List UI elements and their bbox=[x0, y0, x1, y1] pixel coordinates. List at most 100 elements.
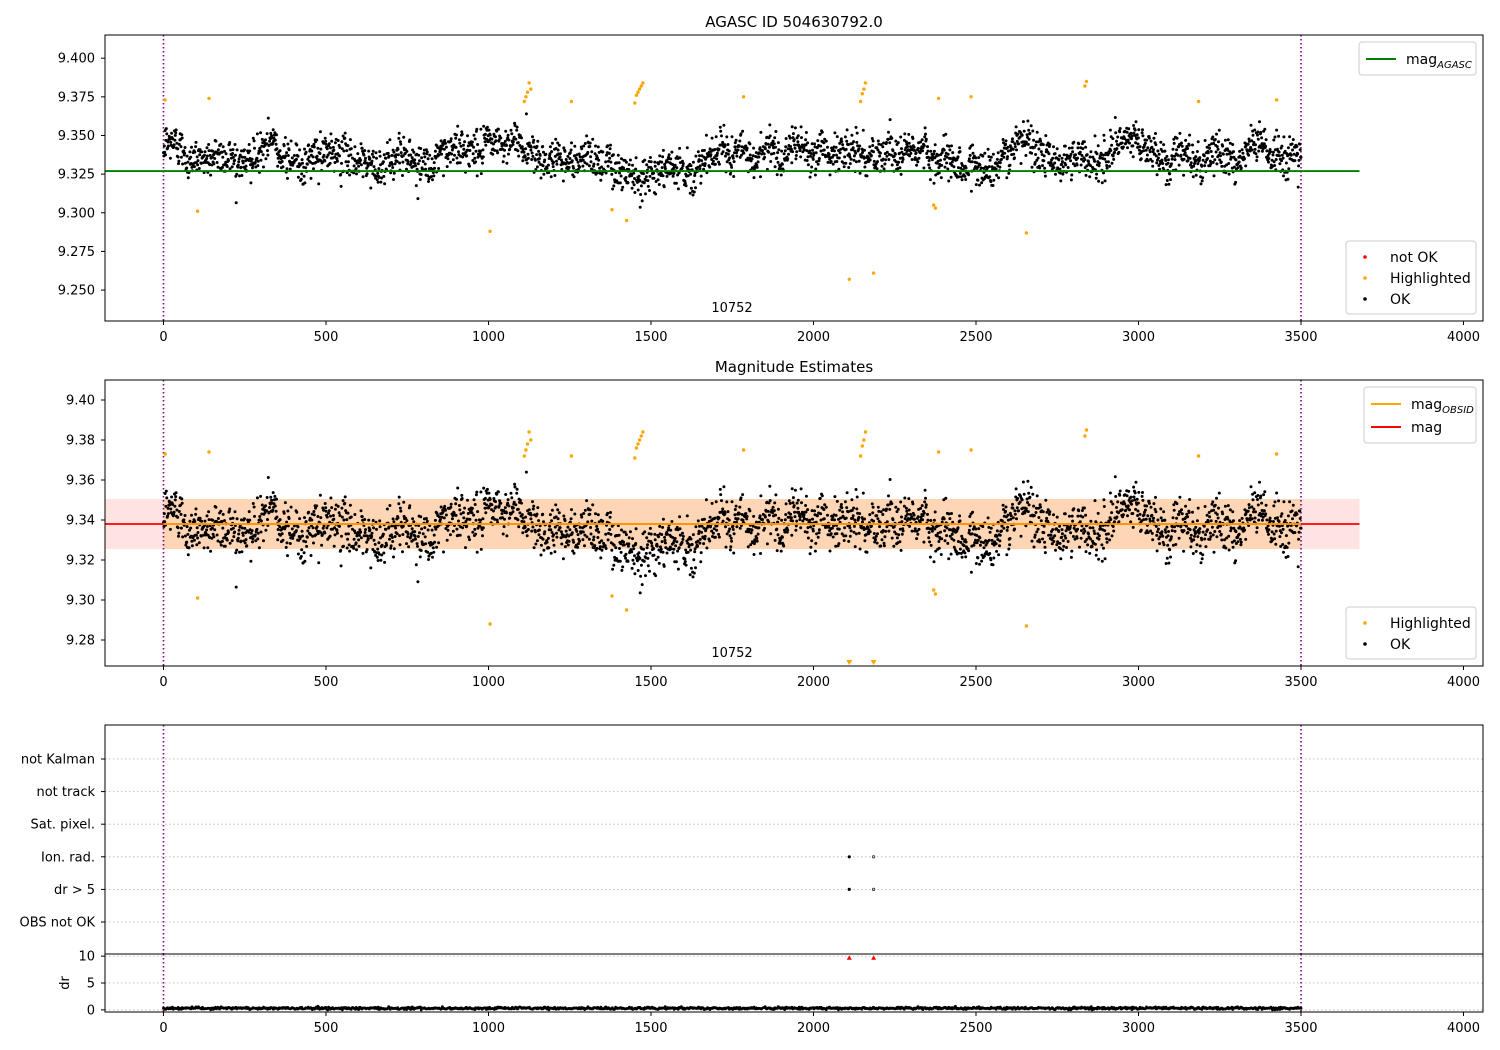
ok-point bbox=[359, 536, 363, 540]
ok-point bbox=[888, 478, 892, 481]
ok-point bbox=[681, 162, 685, 166]
ok-point bbox=[678, 146, 682, 150]
ok-point bbox=[755, 539, 759, 543]
ok-point bbox=[296, 154, 300, 158]
ok-point bbox=[903, 496, 907, 500]
y-tick: 9.375 bbox=[58, 90, 105, 105]
ok-point bbox=[342, 544, 345, 548]
ok-point bbox=[1145, 138, 1149, 142]
ok-point bbox=[1163, 149, 1167, 153]
ok-point bbox=[996, 151, 1000, 155]
ok-point bbox=[724, 154, 727, 158]
ok-point bbox=[1244, 164, 1248, 168]
ok-point bbox=[585, 535, 589, 539]
ok-point bbox=[548, 145, 552, 149]
ok-point bbox=[876, 505, 880, 509]
ok-point bbox=[259, 150, 263, 154]
ok-point bbox=[1218, 151, 1222, 155]
ok-point bbox=[908, 154, 912, 158]
ok-point bbox=[409, 534, 413, 538]
ok-point bbox=[919, 506, 923, 510]
ok-point bbox=[492, 509, 495, 513]
ok-point bbox=[667, 526, 671, 530]
ok-point bbox=[1154, 132, 1157, 135]
ok-point bbox=[345, 149, 349, 153]
ok-point bbox=[971, 143, 975, 147]
ok-point bbox=[617, 161, 621, 165]
ok-point bbox=[338, 146, 342, 149]
ok-point bbox=[846, 143, 850, 147]
ok-point bbox=[916, 515, 920, 519]
ok-point bbox=[205, 157, 209, 161]
ok-point bbox=[732, 160, 736, 164]
ok-point bbox=[813, 509, 816, 513]
ok-point bbox=[675, 166, 679, 170]
ok-point bbox=[531, 525, 535, 529]
ok-point bbox=[1155, 173, 1159, 177]
ok-point bbox=[937, 153, 940, 157]
ok-point bbox=[948, 517, 952, 521]
ok-point bbox=[285, 541, 289, 545]
x-tick-label: 3000 bbox=[1122, 330, 1155, 345]
ok-point bbox=[554, 137, 558, 141]
ok-point bbox=[468, 149, 472, 152]
ok-point bbox=[362, 153, 366, 157]
ok-point bbox=[1118, 130, 1122, 134]
ok-point bbox=[923, 488, 927, 492]
ok-point bbox=[392, 547, 396, 551]
ok-point bbox=[1217, 140, 1220, 144]
ok-point bbox=[1173, 158, 1177, 162]
ok-point bbox=[379, 558, 383, 562]
ok-point bbox=[345, 518, 349, 522]
ok-point bbox=[390, 154, 394, 157]
ok-point bbox=[413, 534, 417, 538]
ok-point bbox=[1038, 166, 1042, 170]
ok-point bbox=[680, 540, 684, 544]
ok-point bbox=[853, 518, 857, 522]
ok-point bbox=[432, 161, 436, 165]
ok-point bbox=[470, 506, 474, 510]
ok-point bbox=[338, 154, 341, 158]
ok-point bbox=[483, 506, 487, 510]
ok-point bbox=[1106, 160, 1110, 164]
ok-point bbox=[1074, 153, 1077, 157]
ok-point bbox=[735, 525, 739, 529]
ok-point bbox=[810, 539, 814, 543]
ok-point bbox=[1082, 140, 1086, 144]
ok-point bbox=[692, 180, 696, 184]
ok-point bbox=[333, 161, 337, 164]
ok-point bbox=[810, 142, 814, 146]
ok-point bbox=[692, 571, 696, 575]
ok-point bbox=[412, 150, 416, 154]
ok-point bbox=[637, 551, 641, 555]
ok-point bbox=[455, 527, 459, 531]
ok-point bbox=[455, 133, 458, 137]
y-tick-label: 9.400 bbox=[58, 52, 95, 67]
ok-point bbox=[236, 163, 240, 167]
ok-point bbox=[998, 161, 1002, 165]
ok-point bbox=[303, 181, 307, 185]
ok-point bbox=[578, 155, 582, 159]
ok-point bbox=[302, 174, 306, 178]
ok-point bbox=[473, 137, 477, 141]
ok-point bbox=[377, 541, 381, 545]
ok-point bbox=[551, 538, 555, 542]
ok-point bbox=[1243, 157, 1246, 161]
ok-point bbox=[708, 147, 712, 151]
ok-point bbox=[183, 514, 187, 517]
ok-point bbox=[572, 175, 576, 179]
ok-point bbox=[1152, 136, 1156, 140]
ok-point bbox=[1042, 154, 1046, 158]
ok-point bbox=[982, 546, 986, 550]
ok-point bbox=[951, 151, 955, 155]
ok-point bbox=[249, 181, 253, 185]
ok-point bbox=[1033, 161, 1037, 164]
ok-point bbox=[1196, 162, 1200, 166]
ok-point bbox=[646, 179, 650, 183]
ok-point bbox=[259, 131, 263, 135]
ok-point bbox=[729, 163, 733, 167]
ok-point bbox=[658, 154, 662, 158]
ok-point bbox=[841, 143, 845, 147]
ok-point bbox=[890, 502, 894, 506]
